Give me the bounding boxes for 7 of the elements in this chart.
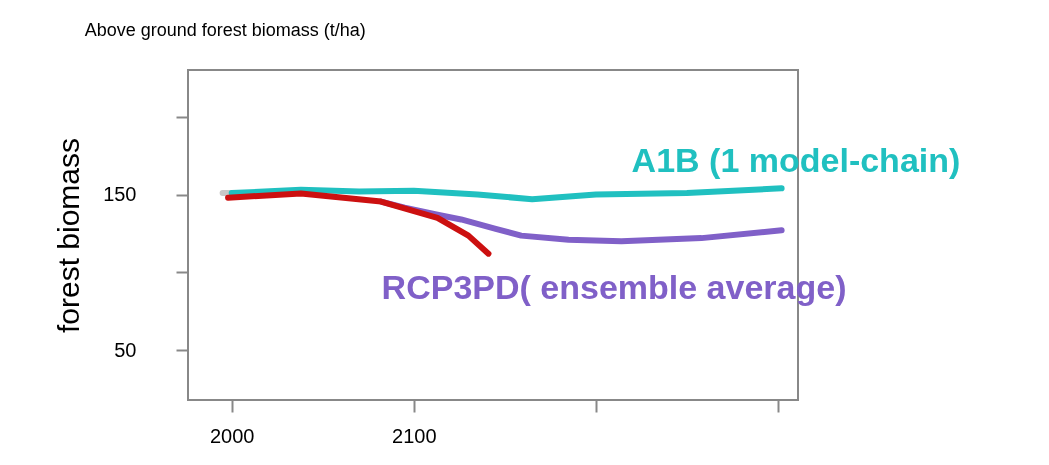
chart-title: Above ground forest biomass (t/ha) [84,20,366,40]
x-tick-label: 2100 [392,424,437,447]
y-tick-label: 150 [103,183,137,206]
y-axis-title: forest biomass [52,137,86,334]
y-tick-label: 50 [114,338,137,361]
x-tick-label: 2000 [209,424,255,447]
series-label: A1B (1 model-chain) [631,141,961,180]
